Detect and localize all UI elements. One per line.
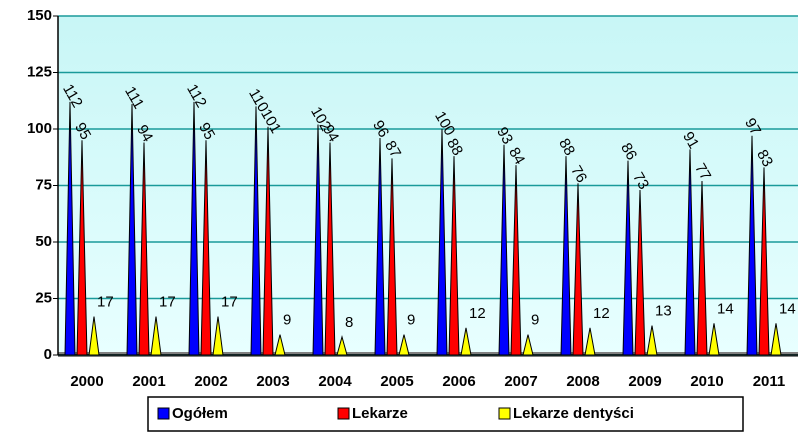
spike [622, 160, 634, 356]
spike [436, 128, 448, 356]
spike [684, 149, 696, 356]
x-tick-label: 2001 [132, 373, 165, 390]
x-tick-label: 2007 [504, 373, 537, 390]
value-label: 88 [443, 136, 466, 159]
spike [324, 142, 336, 356]
value-label: 96 [369, 118, 392, 141]
x-tick-label: 2006 [442, 373, 475, 390]
y-tick-label: 50 [35, 233, 52, 250]
spike [646, 325, 658, 356]
value-label: 12 [593, 305, 610, 322]
value-label: 95 [71, 120, 94, 143]
legend-swatch [498, 407, 511, 420]
value-label: 83 [753, 147, 776, 170]
value-label: 88 [555, 136, 578, 159]
x-tick-label: 2004 [318, 373, 352, 390]
spike [138, 142, 150, 356]
value-label: 9 [407, 312, 415, 329]
legend-swatch [337, 407, 350, 420]
y-tick-label: 75 [35, 176, 52, 193]
legend-label: Lekarze [352, 405, 408, 422]
x-tick-label: 2011 [753, 373, 786, 390]
x-tick-label: 2003 [256, 373, 289, 390]
spike [76, 140, 88, 356]
spike [746, 135, 758, 356]
spike [374, 138, 386, 356]
y-tick-label: 0 [44, 346, 52, 363]
spike [572, 183, 584, 356]
value-label: 17 [159, 294, 176, 311]
value-label: 87 [381, 138, 404, 161]
spike [312, 124, 324, 356]
legend-label: Ogółem [172, 405, 228, 422]
spike [522, 334, 534, 356]
spike [88, 316, 100, 356]
y-tick-label: 25 [35, 289, 52, 306]
value-label: 17 [97, 294, 114, 311]
y-tick-label: 125 [27, 63, 52, 80]
value-label: 94 [133, 122, 156, 145]
value-label: 91 [679, 129, 702, 152]
spike [398, 334, 410, 356]
spike [708, 323, 720, 356]
spike [386, 158, 398, 356]
y-tick-label: 100 [27, 120, 52, 137]
x-tick-label: 2008 [566, 373, 599, 390]
spike [336, 335, 348, 356]
spike [150, 316, 162, 356]
x-tick-label: 2005 [380, 373, 413, 390]
value-label: 84 [505, 145, 528, 168]
spike [200, 140, 212, 356]
value-label: 76 [567, 163, 590, 186]
value-label: 9 [531, 312, 539, 329]
value-label: 17 [221, 294, 238, 311]
value-label: 13 [655, 303, 672, 320]
spike [274, 334, 286, 356]
spike [498, 144, 510, 356]
spike [250, 106, 262, 356]
legend-label: Lekarze dentyści [513, 405, 634, 422]
spike [262, 126, 274, 356]
value-label: 14 [779, 300, 796, 317]
spike [634, 190, 646, 356]
spike [560, 156, 572, 356]
value-label: 14 [717, 300, 734, 317]
spike [758, 167, 770, 356]
value-label: 95 [195, 120, 218, 143]
x-tick-label: 2002 [194, 373, 227, 390]
spike [64, 101, 76, 356]
spike [696, 180, 708, 356]
value-label: 9 [283, 312, 291, 329]
spike [448, 156, 460, 356]
legend-box [147, 396, 744, 432]
spike [584, 327, 596, 356]
spike [126, 104, 138, 356]
value-label: 97 [741, 115, 764, 138]
value-label: 73 [629, 170, 652, 193]
value-label: 93 [493, 124, 516, 147]
x-tick-label: 2000 [70, 373, 103, 390]
spike [188, 101, 200, 356]
value-label: 77 [691, 160, 714, 183]
y-tick-label: 150 [27, 7, 52, 24]
spike [510, 165, 522, 356]
value-label: 86 [617, 140, 640, 163]
x-tick-label: 2010 [690, 373, 723, 390]
spike [212, 316, 224, 356]
spike [460, 327, 472, 356]
legend-swatch [157, 407, 170, 420]
value-label: 12 [469, 305, 486, 322]
value-label: 8 [345, 314, 353, 331]
spike [770, 323, 782, 356]
value-label: 94 [319, 122, 342, 145]
x-tick-label: 2009 [628, 373, 661, 390]
